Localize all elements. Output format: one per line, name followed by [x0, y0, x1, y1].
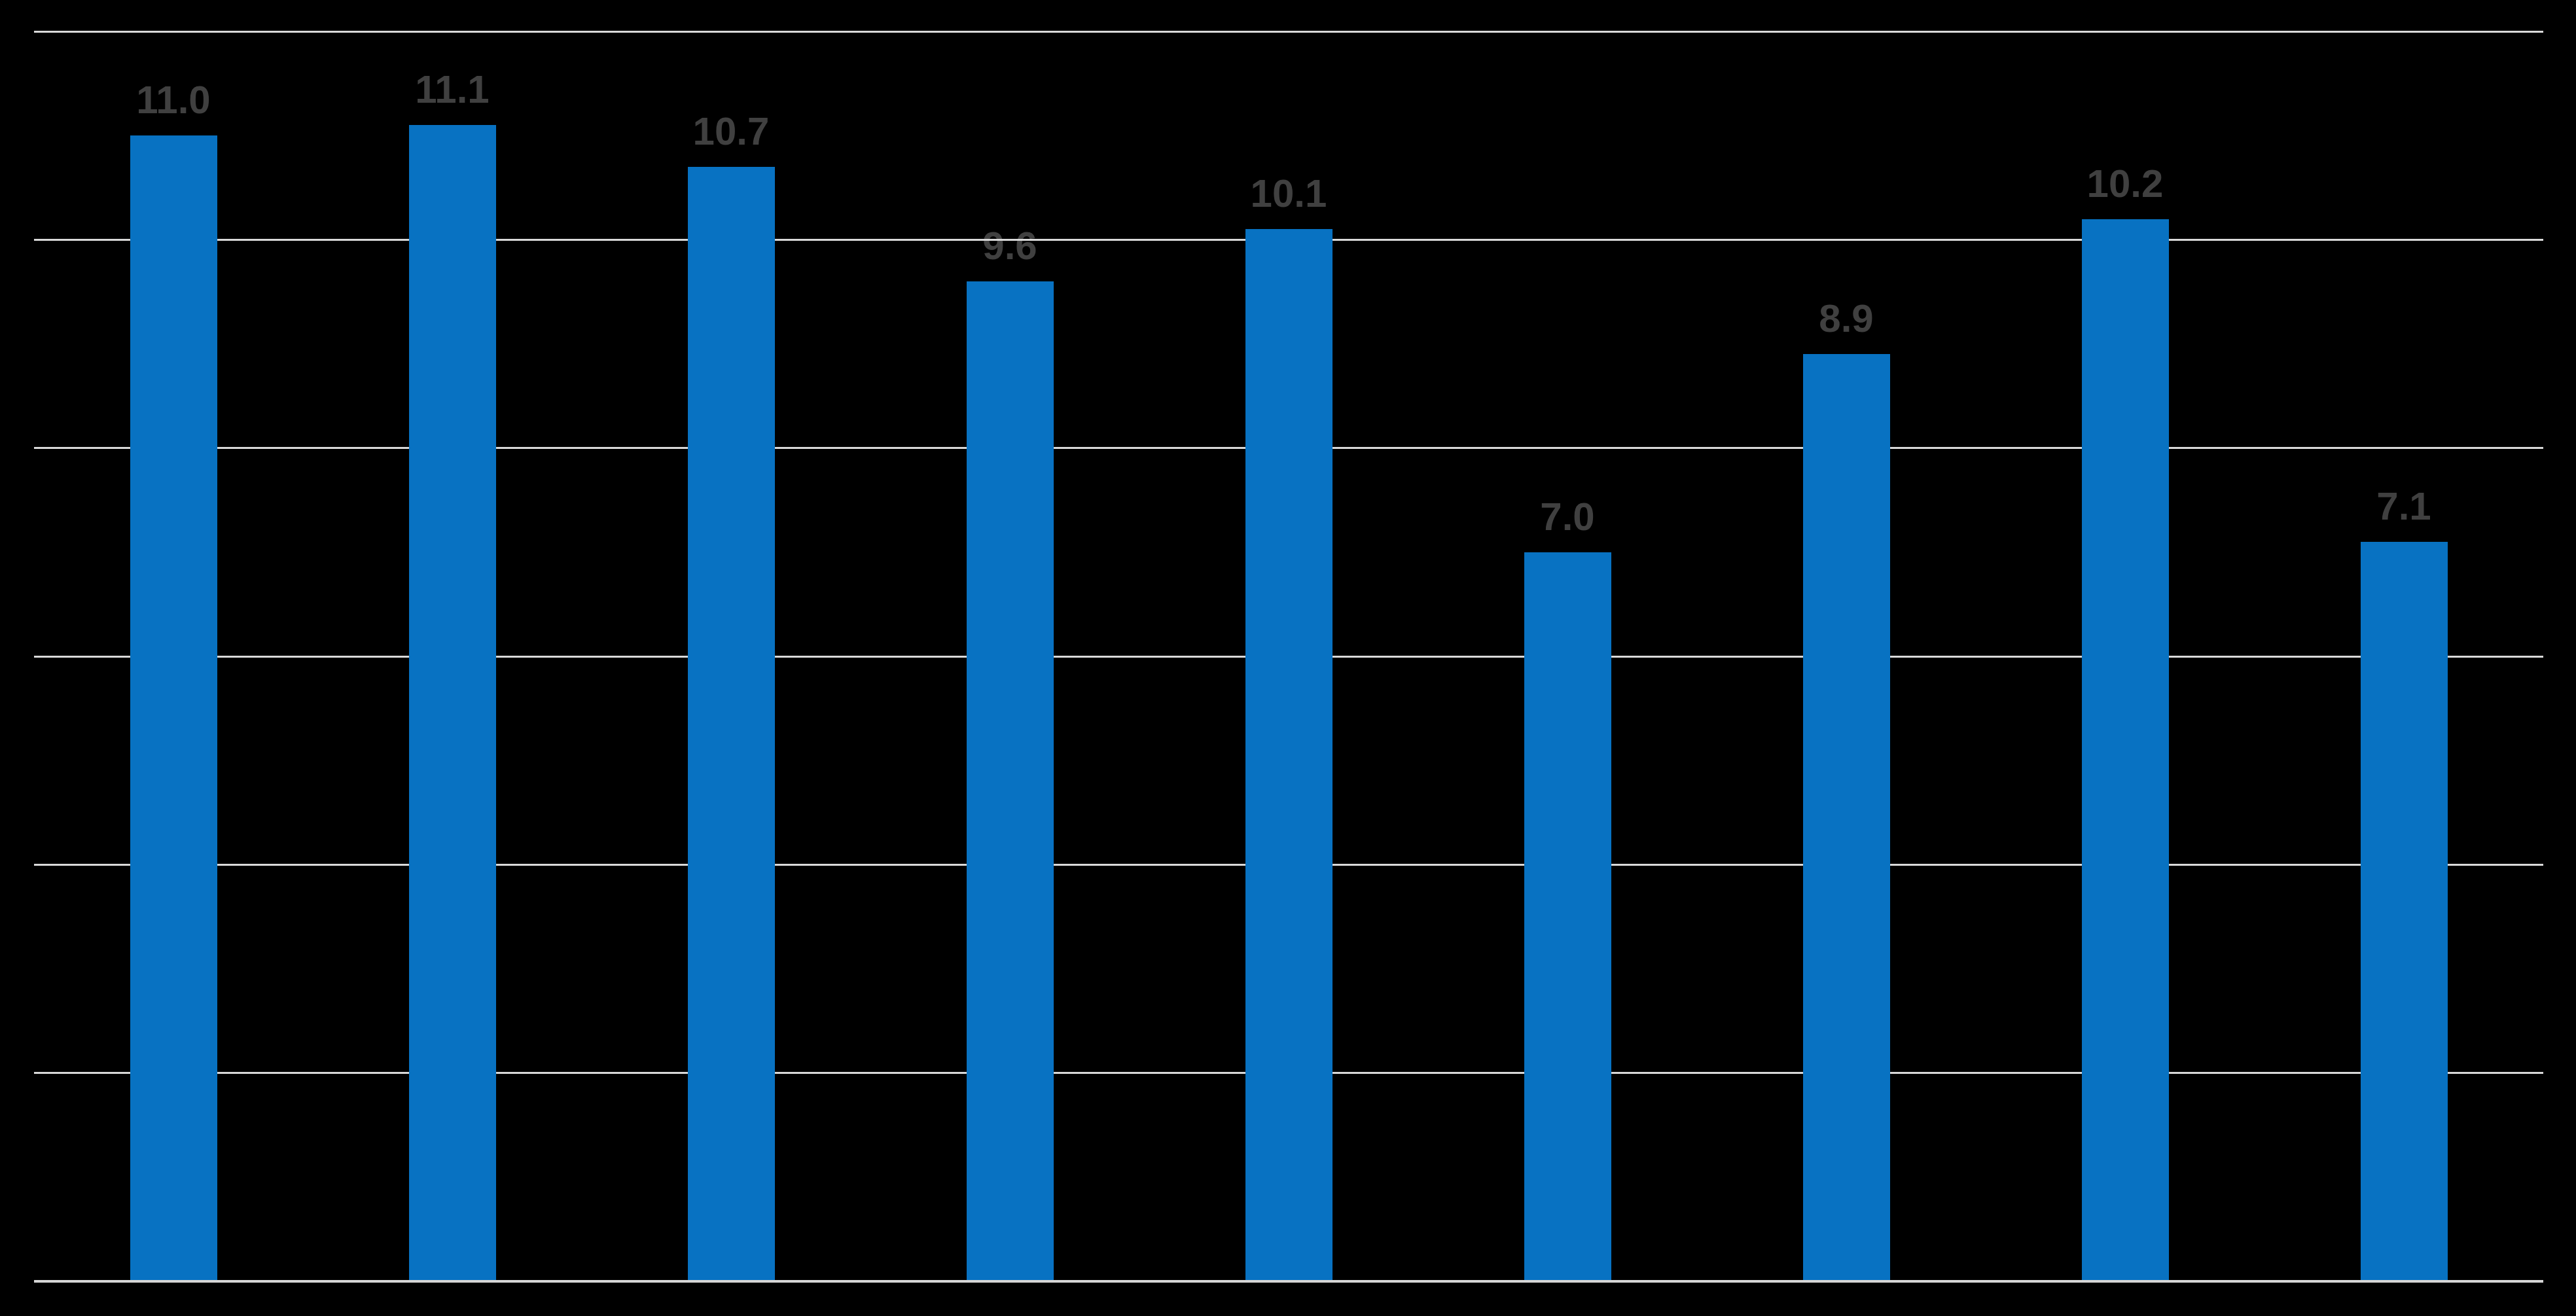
gridline-12 — [34, 31, 2543, 33]
bar — [409, 125, 496, 1281]
bar-data-label: 7.1 — [2376, 487, 2431, 526]
bar-data-label: 8.9 — [1819, 299, 1873, 338]
bar-data-label: 11.0 — [136, 80, 210, 120]
bar — [130, 135, 217, 1281]
bar-data-label: 10.1 — [1251, 174, 1327, 213]
x-axis-line — [34, 1280, 2543, 1283]
bar-data-label: 10.7 — [693, 112, 770, 151]
bar-chart: 11.0 11.1 10.7 9.6 10.1 7.0 8.9 10.2 7.1 — [0, 0, 2576, 1316]
bar-data-label: 9.6 — [982, 226, 1037, 266]
bar — [688, 167, 775, 1281]
bar — [967, 281, 1054, 1281]
bar — [2082, 219, 2169, 1282]
bar-data-label: 7.0 — [1540, 497, 1594, 537]
bar-data-label: 10.2 — [2087, 164, 2164, 204]
bar — [1245, 229, 1333, 1281]
bar-data-label: 11.1 — [415, 70, 489, 109]
plot-area: 11.0 11.1 10.7 9.6 10.1 7.0 8.9 10.2 7.1 — [34, 31, 2543, 1281]
bar — [2361, 542, 2448, 1281]
bar — [1803, 354, 1890, 1281]
bar — [1524, 552, 1611, 1281]
